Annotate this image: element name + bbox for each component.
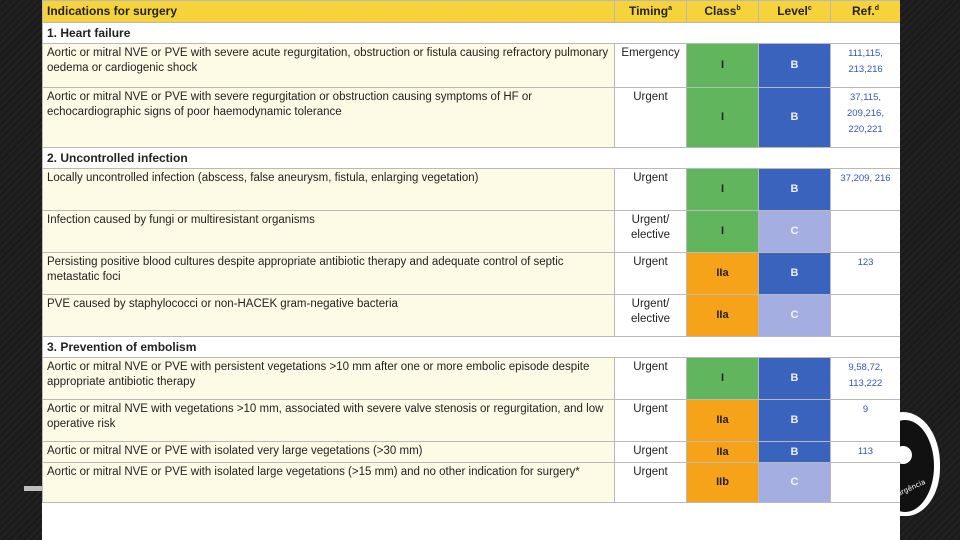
surgery-indications-document: Indications for surgery Timinga Classb L… xyxy=(42,0,900,540)
section-title: 1. Heart failure xyxy=(42,22,900,44)
section-uncontrolled-infection: 2. Uncontrolled infection xyxy=(42,147,900,169)
class-cell: IIa xyxy=(686,294,759,337)
section-title: 2. Uncontrolled infection xyxy=(42,147,900,169)
slide-dash-decoration xyxy=(24,486,50,491)
class-cell: IIa xyxy=(686,252,759,295)
indications-table: Indications for surgery Timinga Classb L… xyxy=(42,0,900,503)
indication-cell: Aortic or mitral NVE or PVE with isolate… xyxy=(42,462,615,503)
table-row: Locally uncontrolled infection (abscess,… xyxy=(42,168,900,211)
ref-cell: 9,58,72, 113,222 xyxy=(830,357,900,400)
section-heart-failure: 1. Heart failure xyxy=(42,22,900,44)
level-cell: B xyxy=(758,252,831,295)
ref-cell: 123 xyxy=(830,252,900,295)
indication-cell: Locally uncontrolled infection (abscess,… xyxy=(42,168,615,211)
level-cell: B xyxy=(758,168,831,211)
class-cell: I xyxy=(686,210,759,253)
ref-cell: 37,209, 216 xyxy=(830,168,900,211)
class-cell: IIa xyxy=(686,399,759,442)
level-cell: B xyxy=(758,357,831,400)
table-header-row: Indications for surgery Timinga Classb L… xyxy=(42,0,900,23)
indication-cell: Aortic or mitral NVE or PVE with severe … xyxy=(42,43,615,88)
level-cell: C xyxy=(758,462,831,503)
ref-cell xyxy=(830,294,900,337)
timing-cell: Urgent xyxy=(614,441,687,463)
level-cell: B xyxy=(758,87,831,148)
indication-cell: Aortic or mitral NVE or PVE with isolate… xyxy=(42,441,615,463)
table-row: Aortic or mitral NVE or PVE with severe … xyxy=(42,87,900,148)
table-row: Aortic or mitral NVE or PVE with persist… xyxy=(42,357,900,400)
level-cell: B xyxy=(758,43,831,88)
ref-cell: 9 xyxy=(830,399,900,442)
class-cell: I xyxy=(686,43,759,88)
section-title: 3. Prevention of embolism xyxy=(42,336,900,358)
table-row: Infection caused by fungi or multiresist… xyxy=(42,210,900,253)
ref-cell: 111,115, 213,216 xyxy=(830,43,900,88)
header-level: Levelc xyxy=(758,0,831,23)
indication-cell: Aortic or mitral NVE or PVE with severe … xyxy=(42,87,615,148)
indication-cell: Persisting positive blood cultures despi… xyxy=(42,252,615,295)
table-row: Aortic or mitral NVE or PVE with isolate… xyxy=(42,462,900,503)
ref-cell: 37,115, 209,216, 220,221 xyxy=(830,87,900,148)
ref-cell xyxy=(830,462,900,503)
ref-cell xyxy=(830,210,900,253)
ref-cell: 113 xyxy=(830,441,900,463)
level-cell: B xyxy=(758,441,831,463)
timing-cell: Urgent xyxy=(614,168,687,211)
class-cell: I xyxy=(686,168,759,211)
timing-cell: Urgent xyxy=(614,357,687,400)
indication-cell: Aortic or mitral NVE or PVE with persist… xyxy=(42,357,615,400)
timing-cell: Urgent/ elective xyxy=(614,294,687,337)
class-cell: I xyxy=(686,357,759,400)
level-cell: B xyxy=(758,399,831,442)
table-row: Persisting positive blood cultures despi… xyxy=(42,252,900,295)
timing-cell: Urgent/ elective xyxy=(614,210,687,253)
level-cell: C xyxy=(758,210,831,253)
table-row: Aortic or mitral NVE or PVE with severe … xyxy=(42,43,900,88)
table-row: PVE caused by staphylococci or non-HACEK… xyxy=(42,294,900,337)
level-cell: C xyxy=(758,294,831,337)
header-timing: Timinga xyxy=(614,0,687,23)
timing-cell: Urgent xyxy=(614,252,687,295)
timing-cell: Emergency xyxy=(614,43,687,88)
timing-cell: Urgent xyxy=(614,87,687,148)
timing-cell: Urgent xyxy=(614,399,687,442)
indication-cell: PVE caused by staphylococci or non-HACEK… xyxy=(42,294,615,337)
class-cell: IIa xyxy=(686,441,759,463)
class-cell: IIb xyxy=(686,462,759,503)
section-prevention-of-embolism: 3. Prevention of embolism xyxy=(42,336,900,358)
table-row: Aortic or mitral NVE with vegetations >1… xyxy=(42,399,900,442)
header-class: Classb xyxy=(686,0,759,23)
table-row: Aortic or mitral NVE or PVE with isolate… xyxy=(42,441,900,463)
header-ref: Ref.d xyxy=(830,0,900,23)
timing-cell: Urgent xyxy=(614,462,687,503)
class-cell: I xyxy=(686,87,759,148)
indication-cell: Infection caused by fungi or multiresist… xyxy=(42,210,615,253)
header-indications: Indications for surgery xyxy=(42,0,615,23)
indication-cell: Aortic or mitral NVE with vegetations >1… xyxy=(42,399,615,442)
